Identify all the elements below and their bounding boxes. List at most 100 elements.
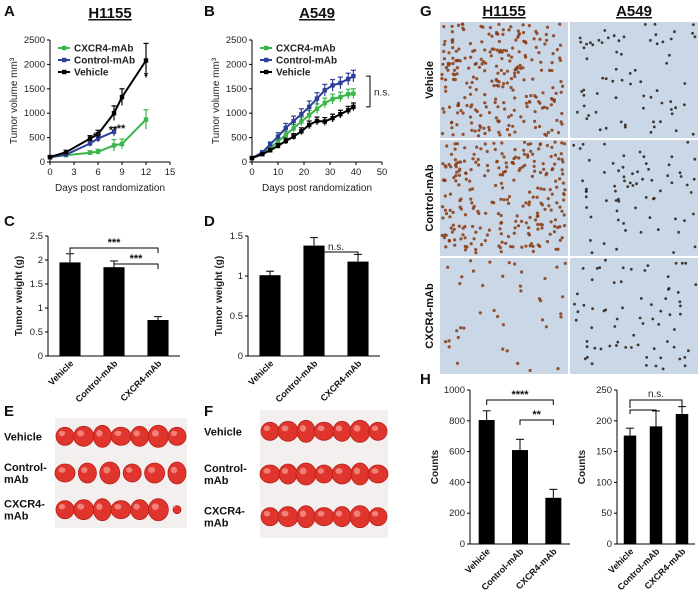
photos-e-tumor	[92, 498, 112, 522]
photos-e-tumor-highlight	[103, 466, 111, 474]
ihc-stained-nucleus	[647, 167, 650, 171]
ihc-stained-nucleus	[676, 291, 680, 294]
ihc-stained-nucleus	[536, 227, 540, 231]
ihc-stained-nucleus	[444, 340, 448, 344]
ihc-stained-nucleus	[617, 169, 620, 173]
ihc-stained-nucleus	[499, 250, 503, 254]
photos-f-tumor-highlight	[281, 425, 289, 432]
ihc-stained-nucleus	[450, 230, 454, 234]
ihc-stained-nucleus	[595, 92, 599, 95]
ihc-stained-nucleus	[573, 302, 576, 306]
ihc-stained-nucleus	[463, 96, 467, 100]
ihc-stained-nucleus	[443, 233, 447, 237]
ihc-stained-nucleus	[631, 184, 635, 187]
ihc-stained-nucleus	[458, 282, 462, 286]
ihc-stained-nucleus	[556, 131, 561, 135]
ihc-stained-nucleus	[497, 39, 501, 44]
ihc-stained-nucleus	[527, 226, 531, 230]
ihc-stained-nucleus	[550, 128, 554, 132]
ihc-stained-nucleus	[674, 106, 677, 110]
photos-e-tumor	[99, 461, 121, 485]
ihc-stained-nucleus	[456, 58, 460, 63]
ihc-stained-nucleus	[454, 179, 458, 183]
ihc-stained-nucleus	[543, 207, 547, 211]
ihc-stained-nucleus	[604, 308, 608, 312]
ihc-stained-nucleus	[447, 339, 451, 343]
ihc-stained-nucleus	[646, 264, 650, 267]
ihc-stained-nucleus	[545, 171, 549, 175]
ihc-stained-nucleus	[533, 125, 538, 130]
ihc-stained-nucleus	[516, 29, 520, 33]
ihc-stained-nucleus	[486, 169, 490, 173]
ihc-stained-nucleus	[652, 347, 656, 351]
ihc-stained-nucleus	[585, 187, 588, 191]
ihc-stained-nucleus	[639, 230, 643, 234]
ihc-stained-nucleus	[494, 116, 498, 120]
ihc-stained-nucleus	[585, 345, 589, 349]
ihc-stained-nucleus	[500, 240, 504, 244]
photos-f-tumor	[313, 421, 335, 441]
chart-h-h1155-counts: H115502004006008001000CountsVehicleContr…	[430, 355, 570, 592]
ihc-stained-nucleus	[465, 103, 469, 108]
ihc-stained-nucleus	[556, 247, 560, 251]
ihc-stained-nucleus	[589, 239, 592, 242]
photos-f-tumor	[331, 463, 353, 485]
ihc-stained-nucleus	[555, 118, 559, 122]
chart-c-bar	[147, 320, 169, 356]
ihc-stained-nucleus	[524, 221, 528, 225]
chart-b-data-point	[346, 91, 351, 97]
ihc-stained-nucleus	[524, 244, 528, 248]
ihc-stained-nucleus	[450, 38, 454, 42]
ihc-stained-nucleus	[500, 50, 504, 54]
photos-e-tumor-highlight	[133, 503, 140, 510]
ihc-stained-nucleus	[456, 101, 460, 105]
photos-f-tumor-highlight	[353, 425, 361, 432]
ihc-stained-nucleus	[444, 78, 448, 82]
ihc-stained-nucleus	[455, 329, 459, 333]
ihc-stained-nucleus	[546, 197, 550, 201]
chart-b-data-point	[249, 155, 255, 161]
chart-d-category-label: CXCR4-mAb	[319, 358, 364, 403]
ihc-stained-nucleus	[444, 89, 448, 93]
chart-b-data-point	[299, 111, 304, 117]
ihc-stained-nucleus	[457, 47, 461, 51]
ihc-stained-nucleus	[446, 61, 450, 65]
chart-b-data-point	[275, 134, 281, 139]
ihc-stained-nucleus	[691, 31, 694, 35]
ihc-stained-nucleus	[480, 243, 484, 247]
ihc-stained-nucleus	[680, 261, 684, 265]
chart-b-data-point	[299, 129, 304, 134]
ihc-stained-nucleus	[525, 105, 529, 109]
ihc-stained-nucleus	[539, 187, 543, 191]
ihc-stained-nucleus	[667, 163, 671, 167]
ihc-stained-nucleus	[512, 231, 516, 235]
ihc-stained-nucleus	[441, 62, 445, 66]
chart-c-y-tick-label: 0	[38, 351, 43, 362]
ihc-stained-nucleus	[654, 364, 658, 368]
ihc-stained-nucleus	[513, 71, 517, 75]
ihc-stained-nucleus	[659, 356, 663, 360]
ihc-stained-nucleus	[459, 326, 463, 330]
ihc-stained-nucleus	[447, 162, 451, 167]
ihc-stained-nucleus	[442, 49, 446, 54]
ihc-stained-nucleus	[501, 323, 505, 327]
ihc-stained-nucleus	[590, 278, 594, 282]
ihc-stained-nucleus	[507, 201, 511, 205]
ihc-stained-nucleus	[585, 340, 589, 343]
chart-b-data-point	[283, 125, 288, 131]
ihc-stained-nucleus	[562, 213, 566, 217]
ihc-stained-nucleus	[493, 100, 497, 105]
ihc-stained-nucleus	[483, 48, 487, 52]
ihc-stained-nucleus	[537, 100, 541, 104]
photos-e-row-label: Vehicle	[4, 431, 42, 443]
ihc-stained-nucleus	[613, 325, 617, 328]
ihc-stained-nucleus	[522, 119, 526, 123]
ihc-stained-nucleus	[484, 211, 488, 215]
ihc-stained-nucleus	[629, 82, 632, 86]
ihc-stained-nucleus	[470, 103, 474, 107]
chart-a-x-label: Days post randomization	[55, 183, 165, 194]
ihc-stained-nucleus	[687, 349, 690, 353]
chart-a-x-tick-label: 6	[95, 167, 100, 178]
ihc-stained-nucleus	[672, 251, 675, 254]
ihc-stained-nucleus	[500, 57, 504, 61]
